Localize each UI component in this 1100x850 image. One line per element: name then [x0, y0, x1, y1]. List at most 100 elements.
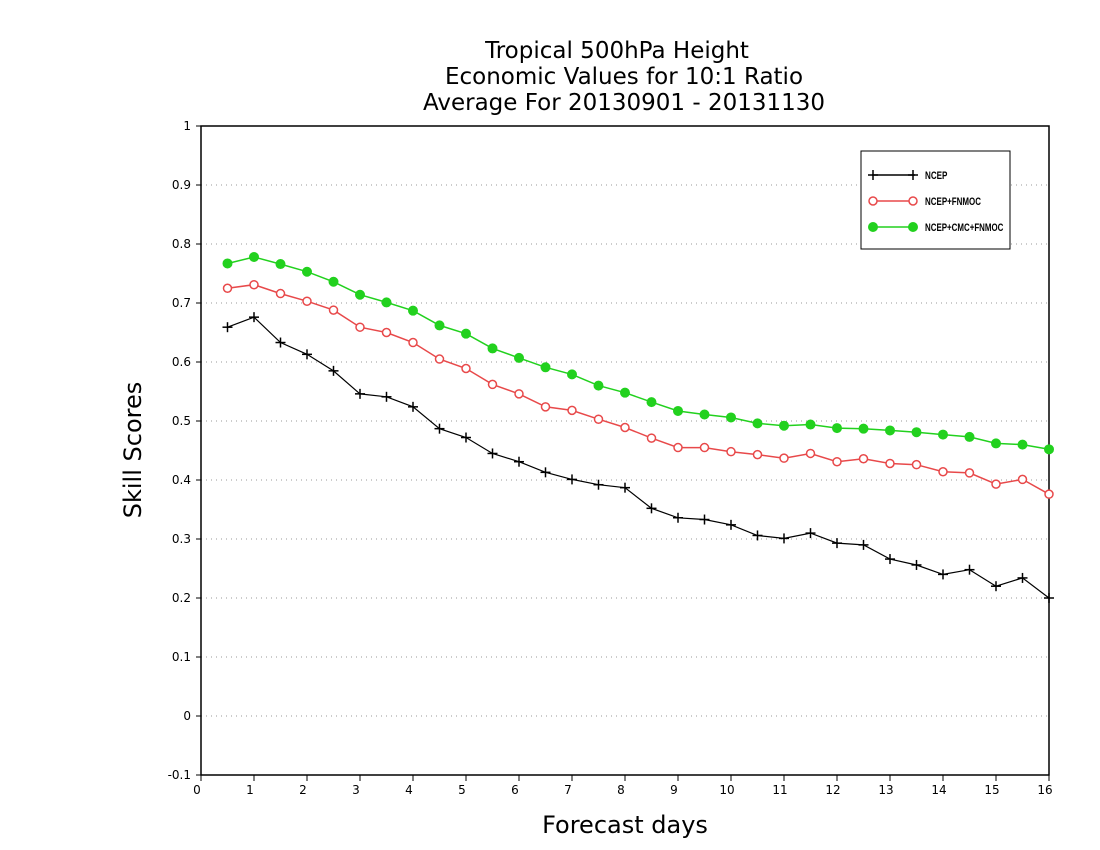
data-point — [275, 288, 286, 299]
data-point — [1017, 572, 1028, 583]
data-point — [673, 405, 683, 416]
data-point — [832, 423, 842, 434]
data-point — [434, 354, 445, 364]
y-axis-label: Skill Scores — [119, 382, 147, 519]
data-point — [593, 380, 604, 391]
data-point — [964, 431, 975, 442]
data-point — [620, 422, 630, 433]
data-point — [408, 337, 418, 348]
data-point — [805, 528, 816, 539]
data-point — [699, 514, 710, 525]
data-point — [487, 379, 498, 390]
data-point — [646, 503, 657, 514]
data-point — [858, 423, 869, 434]
data-point — [540, 362, 551, 373]
data-point — [381, 391, 392, 402]
title-line-2: Economic Values for 10:1 Ratio — [445, 64, 803, 90]
x-axis-ticks: 0 1 2 3 4 5 6 7 8 9 10 11 12 13 14 15 16 — [193, 775, 1053, 797]
x-tick-label: 2 — [299, 783, 307, 797]
data-point — [567, 405, 577, 416]
x-tick-label: 7 — [564, 783, 572, 797]
data-point — [885, 554, 895, 565]
data-point — [381, 327, 392, 338]
data-point — [355, 322, 365, 332]
legend-marker-left — [868, 196, 878, 206]
data-point — [726, 412, 736, 423]
data-point — [461, 363, 471, 374]
gridlines — [201, 184, 1049, 717]
legend-label: NCEP+CMC+FNMOC — [925, 222, 1003, 234]
data-point — [1044, 444, 1054, 455]
y-tick-label: 1 — [183, 119, 191, 133]
legend-label: NCEP+FNMOC — [925, 196, 981, 208]
y-tick-label: 0.7 — [172, 296, 191, 310]
data-point — [302, 349, 312, 360]
data-point — [1017, 474, 1028, 485]
data-point — [355, 289, 365, 300]
data-point — [222, 322, 233, 333]
y-tick-label: 0.9 — [172, 178, 191, 192]
data-point — [911, 559, 922, 570]
data-point — [434, 423, 445, 434]
title-line-3: Average For 20130901 - 20131130 — [423, 90, 825, 116]
data-point — [355, 388, 365, 399]
x-tick-label: 13 — [878, 783, 893, 797]
chart-title: Tropical 500hPa Height Economic Values f… — [423, 38, 825, 116]
data-point — [752, 530, 763, 541]
data-point — [514, 352, 524, 363]
data-point — [567, 369, 577, 380]
data-point — [991, 581, 1001, 592]
data-point — [752, 418, 763, 429]
data-point — [673, 512, 683, 523]
data-point — [620, 482, 630, 493]
x-tick-label: 5 — [458, 783, 466, 797]
y-tick-label: 0.1 — [172, 650, 191, 664]
data-point — [302, 266, 312, 277]
series-line — [227, 283, 1050, 495]
data-point — [646, 397, 657, 408]
data-point — [938, 569, 948, 580]
x-tick-label: 11 — [772, 783, 787, 797]
data-point — [222, 283, 233, 293]
data-point — [938, 466, 948, 477]
data-point — [673, 442, 683, 453]
legend-box — [860, 150, 1011, 250]
series-group — [222, 251, 1054, 603]
data-point — [805, 419, 816, 430]
data-point — [779, 533, 789, 544]
x-tick-label: 16 — [1037, 783, 1052, 797]
data-point — [620, 387, 630, 398]
data-point — [408, 401, 418, 412]
data-point — [249, 279, 259, 290]
data-point — [858, 539, 869, 550]
series-line — [227, 256, 1050, 451]
x-tick-label: 14 — [931, 783, 946, 797]
title-line-1: Tropical 500hPa Height — [484, 38, 749, 64]
data-point — [964, 468, 975, 478]
series-line — [227, 316, 1050, 599]
data-point — [1017, 439, 1028, 450]
data-point — [911, 427, 922, 438]
legend-label: NCEP — [925, 170, 947, 182]
x-tick-label: 3 — [352, 783, 360, 797]
x-tick-label: 15 — [984, 783, 999, 797]
data-point — [1044, 593, 1054, 603]
x-tick-label: 8 — [617, 783, 625, 797]
data-point — [381, 297, 392, 308]
y-tick-label: 0.3 — [172, 532, 191, 546]
y-tick-label: -0.1 — [168, 768, 191, 782]
data-point — [328, 305, 339, 315]
data-point — [593, 414, 604, 424]
y-tick-label: 0.6 — [172, 355, 191, 369]
x-tick-label: 12 — [825, 783, 840, 797]
data-point — [461, 328, 471, 339]
data-point — [249, 312, 259, 323]
y-tick-label: 0 — [183, 709, 191, 723]
data-point — [885, 458, 895, 469]
x-tick-label: 9 — [670, 783, 678, 797]
legend-marker-right — [908, 222, 918, 232]
data-point — [328, 276, 339, 287]
x-tick-label: 4 — [405, 783, 413, 797]
data-point — [514, 389, 524, 399]
